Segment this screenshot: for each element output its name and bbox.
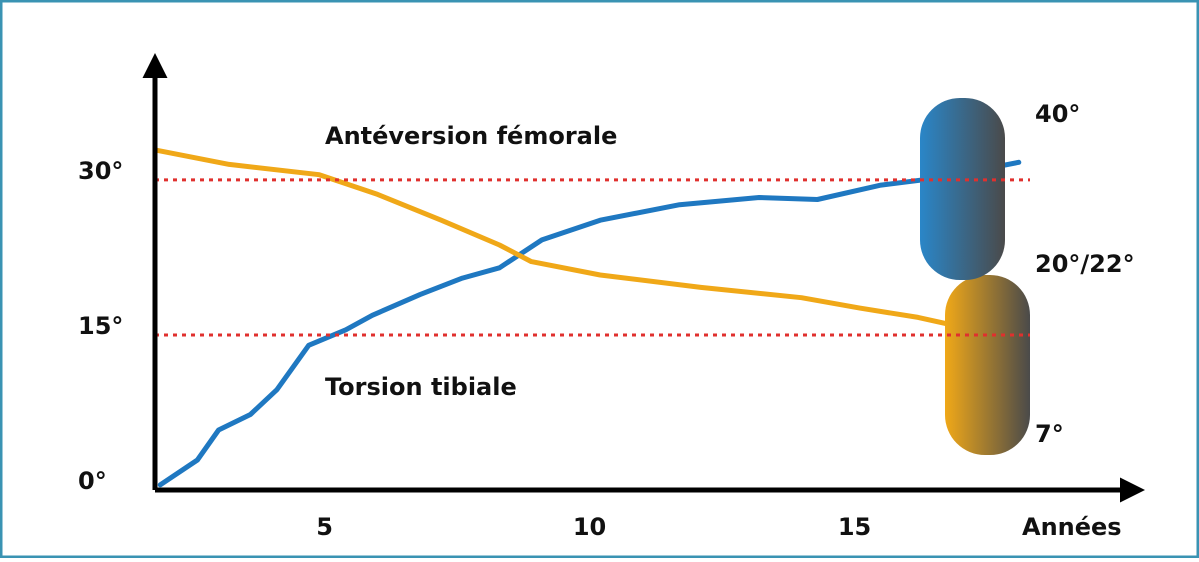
range-cylinder: [920, 98, 1005, 280]
x-tick-label: 10: [573, 513, 606, 541]
annotation: 7°: [1035, 420, 1064, 448]
x-tick-label: 15: [838, 513, 871, 541]
series-line: [152, 147, 1001, 338]
x-tick-label: 5: [316, 513, 333, 541]
range-cylinder: [945, 275, 1030, 455]
annotation: 40°: [1035, 100, 1080, 128]
y-tick-label: 0°: [78, 467, 107, 495]
x-axis-label: Années: [1022, 513, 1122, 541]
series-label: Torsion tibiale: [325, 373, 517, 401]
series-line: [157, 159, 1022, 488]
annotation: 20°/22°: [1035, 250, 1135, 278]
y-tick-label: 30°: [78, 157, 123, 185]
series-label: Antéversion fémorale: [325, 122, 617, 150]
y-tick-label: 15°: [78, 312, 123, 340]
